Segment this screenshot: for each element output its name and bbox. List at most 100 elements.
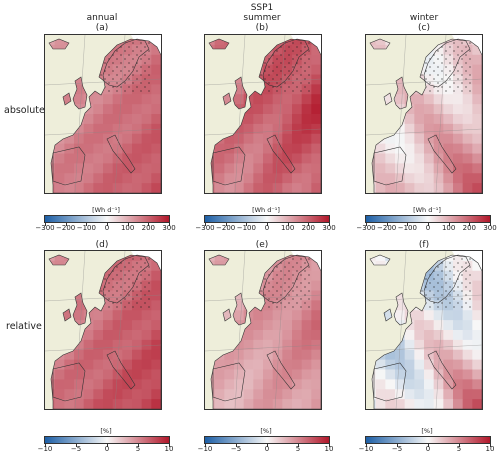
data-cell <box>141 369 152 380</box>
stipple-dot <box>284 58 286 60</box>
stipple-dot <box>421 58 423 60</box>
stipple-dot <box>429 66 431 68</box>
data-cell <box>151 74 161 85</box>
colorbar-tick-mark <box>205 444 206 447</box>
stipple-dot <box>132 282 134 284</box>
data-cell <box>122 320 133 331</box>
data-cell <box>414 94 425 105</box>
data-cell <box>272 74 283 85</box>
stipple-dot <box>136 302 138 304</box>
data-cell <box>385 359 396 370</box>
data-cell <box>292 104 303 115</box>
data-cell <box>282 369 293 380</box>
colorbar-tick-mark <box>490 223 491 226</box>
data-cell <box>272 153 283 164</box>
data-cell <box>253 320 264 331</box>
colorbar-tick-label: 100 <box>280 224 295 232</box>
scenario-title: SSP1 <box>250 3 274 13</box>
data-cell <box>74 349 85 361</box>
data-cell <box>112 183 123 193</box>
stipple-dot <box>461 258 463 260</box>
data-cell <box>103 320 114 331</box>
stipple-dot <box>300 74 302 76</box>
data-cell <box>112 290 123 301</box>
data-cell <box>64 339 75 351</box>
data-cell <box>414 320 425 331</box>
data-cell <box>272 133 283 145</box>
data-cell <box>54 369 65 380</box>
data-cell <box>472 183 482 193</box>
coastline <box>369 38 391 50</box>
data-cell <box>253 123 264 135</box>
stipple-dot <box>124 58 126 60</box>
stipple-dot <box>140 50 142 52</box>
data-cell <box>395 183 406 193</box>
data-cell <box>209 183 216 193</box>
data-cell <box>472 54 482 66</box>
map-panel-f <box>365 250 483 410</box>
stipple-dot <box>136 54 138 56</box>
stipple-dot <box>128 286 130 288</box>
stipple-dot <box>465 78 467 80</box>
colorbar-tick-mark <box>448 223 450 226</box>
graticule-line <box>114 251 126 409</box>
data-cell <box>282 270 293 282</box>
data-cell <box>395 349 406 361</box>
data-cell <box>214 255 225 262</box>
data-cell <box>122 183 133 193</box>
data-cell <box>93 255 104 262</box>
data-cell <box>141 123 152 135</box>
colorbar-tick-mark <box>407 223 409 226</box>
stipple-dot <box>104 46 106 48</box>
data-cell <box>83 369 94 380</box>
colorbar <box>365 215 491 223</box>
data-cell <box>103 369 114 380</box>
data-cell <box>49 339 56 351</box>
data-cell <box>103 359 114 370</box>
data-cell <box>375 153 386 164</box>
colorbar-tick-label: 0 <box>425 445 431 453</box>
data-cell <box>214 84 225 95</box>
data-cell <box>132 153 143 164</box>
data-cell <box>272 54 283 66</box>
data-cell <box>64 270 75 282</box>
data-cell <box>462 300 473 311</box>
data-cell <box>234 54 245 66</box>
data-cell <box>253 280 264 291</box>
data-cell <box>253 153 264 164</box>
data-cell <box>292 260 303 272</box>
colorbar-tick-label: −10 <box>358 445 374 453</box>
data-cells <box>49 39 161 193</box>
stipple-dot <box>421 282 423 284</box>
stipple-dot <box>264 278 266 280</box>
data-cell <box>453 153 464 164</box>
stipple-dot <box>124 298 126 300</box>
data-cell <box>64 123 75 135</box>
stipple-dot <box>100 306 102 308</box>
coastline <box>208 254 230 266</box>
stipple-dot <box>268 82 270 84</box>
stipple-dot <box>421 74 423 76</box>
data-cell <box>74 379 85 390</box>
stipple-dot <box>260 298 262 300</box>
stipple-dot <box>136 86 138 88</box>
graticule-line <box>205 344 321 352</box>
coastline <box>50 254 161 409</box>
data-cell <box>375 123 386 135</box>
data-cell <box>214 369 225 380</box>
data-cell <box>272 339 283 351</box>
stipple-dot <box>280 54 282 56</box>
data-cell <box>263 143 274 154</box>
coastline <box>383 308 393 322</box>
data-cell <box>234 270 245 282</box>
data-cell <box>272 163 283 174</box>
stipple-dot <box>284 266 286 268</box>
stipple-dot <box>421 42 423 44</box>
data-cell <box>64 74 75 85</box>
data-cell <box>443 44 454 56</box>
stipple-dot <box>284 74 286 76</box>
data-cell <box>433 369 444 380</box>
data-cell <box>214 94 225 105</box>
stipple-dot <box>465 262 467 264</box>
data-cell <box>214 39 225 46</box>
